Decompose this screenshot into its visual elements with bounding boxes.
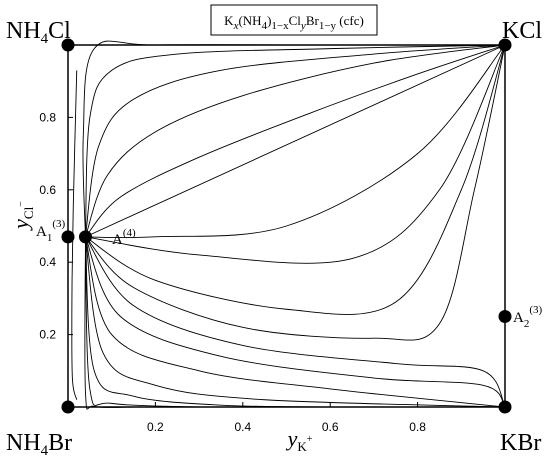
corner-label-nh4cl: NH4Cl xyxy=(6,18,71,47)
curve-13 xyxy=(85,236,506,408)
x-tick-label: 0.2 xyxy=(147,420,164,434)
point-marker-kcl xyxy=(498,38,512,52)
curve-15 xyxy=(85,236,331,408)
x-axis-label: yK+ xyxy=(286,426,313,454)
isotherm-curves xyxy=(71,40,506,410)
curve-14 xyxy=(85,236,506,408)
x-tick-label: 0.8 xyxy=(409,420,426,434)
invariant-points xyxy=(61,38,512,414)
curve-9 xyxy=(85,44,506,315)
curve-17 xyxy=(84,236,134,410)
curve-8 xyxy=(85,44,506,264)
curve-18 xyxy=(71,70,78,400)
y-axis-label: yCl− xyxy=(8,201,36,231)
point-label-a2: A2(3) xyxy=(513,304,543,330)
point-marker-a1-3- xyxy=(61,230,75,244)
point-marker-a2-3- xyxy=(498,310,512,323)
curve-3 xyxy=(85,44,506,237)
corner-label-kcl: KCl xyxy=(502,18,542,44)
curve-2 xyxy=(85,44,506,237)
point-marker-a-4- xyxy=(78,230,92,244)
curve-10 xyxy=(85,44,506,341)
corner-label-kbr: KBr xyxy=(500,430,541,456)
curve-12 xyxy=(85,236,506,408)
x-tick-label: 0.4 xyxy=(234,420,251,434)
point-label-a4: A(4) xyxy=(112,227,136,248)
y-tick-label: 0.4 xyxy=(39,255,56,269)
curve-1 xyxy=(82,40,331,237)
point-marker-nh4cl xyxy=(61,38,75,52)
curve-7 xyxy=(85,44,506,239)
curve-5 xyxy=(85,44,506,238)
axis-ticks: 0.2 0.4 0.6 0.8 0.2 0.4 0.6 0.8 xyxy=(39,110,426,434)
y-tick-label: 0.6 xyxy=(39,183,56,197)
curve-6 xyxy=(85,44,506,238)
point-marker-nh4br xyxy=(61,400,75,414)
point-marker-kbr xyxy=(498,400,512,414)
y-tick-label: 0.8 xyxy=(39,110,56,124)
corner-label-nh4br: NH4Br xyxy=(6,430,72,457)
x-tick-label: 0.6 xyxy=(322,420,339,434)
curve-4 xyxy=(85,44,506,238)
title-box xyxy=(210,4,378,36)
y-tick-label: 0.2 xyxy=(39,328,56,342)
curve-11 xyxy=(85,236,506,408)
point-label-a1: A1(3) xyxy=(36,218,66,244)
